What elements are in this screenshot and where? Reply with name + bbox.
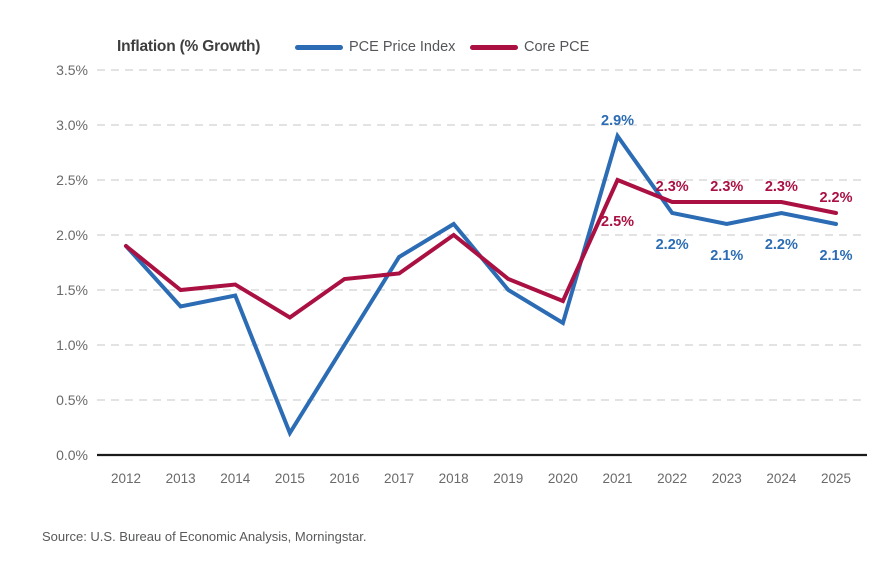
point-label: 2.3% <box>656 179 689 195</box>
x-tick-label: 2022 <box>657 471 687 486</box>
line-chart: 3.5% 3.0% 2.5% 2.0% 1.5% 1.0% 0.5% 0.0% 2012 2013… <box>56 62 867 486</box>
x-tick-label: 2014 <box>220 471 251 486</box>
y-tick-label: 2.0% <box>56 227 88 243</box>
x-tick-label: 2012 <box>111 471 141 486</box>
chart-title: Inflation (% Growth) <box>117 38 261 55</box>
x-tick-label: 2013 <box>166 471 196 486</box>
y-tick-label: 0.5% <box>56 392 88 408</box>
x-tick-label: 2020 <box>548 471 578 486</box>
point-label: 2.2% <box>656 237 689 253</box>
y-tick-label: 1.5% <box>56 282 88 298</box>
chart-header: Inflation (% Growth) PCE Price Index Cor… <box>0 38 887 58</box>
x-tick-label: 2015 <box>275 471 305 486</box>
y-tick-label: 2.5% <box>56 172 88 188</box>
legend-label-pce-price-index: PCE Price Index <box>349 39 456 55</box>
y-tick-label: 0.0% <box>56 447 88 463</box>
point-label: 2.1% <box>819 248 852 264</box>
y-tick-label: 3.5% <box>56 62 88 78</box>
source-note: Source: U.S. Bureau of Economic Analysis… <box>42 529 367 544</box>
x-tick-label: 2024 <box>766 471 797 486</box>
legend-swatch-pce-price-index <box>295 44 343 50</box>
legend-swatch-core-pce <box>470 44 518 50</box>
x-tick-label: 2023 <box>712 471 742 486</box>
x-tick-label: 2017 <box>384 471 414 486</box>
x-tick-label: 2018 <box>439 471 469 486</box>
point-label: 2.3% <box>765 179 798 195</box>
y-tick-label: 1.0% <box>56 337 88 353</box>
series-line-core-pce <box>124 177 838 320</box>
x-tick-label: 2019 <box>493 471 523 486</box>
x-tick-label: 2025 <box>821 471 851 486</box>
legend-item-core-pce: Core PCE <box>470 38 589 56</box>
y-tick-label: 3.0% <box>56 117 88 133</box>
point-label: 2.3% <box>710 179 743 195</box>
point-label: 2.5% <box>601 214 634 230</box>
point-label: 2.2% <box>819 190 852 206</box>
legend-item-pce-price-index: PCE Price Index <box>295 38 455 56</box>
legend-label-core-pce: Core PCE <box>524 39 590 55</box>
point-label: 2.2% <box>765 237 798 253</box>
x-tick-label: 2016 <box>329 471 359 486</box>
x-tick-label: 2021 <box>603 471 633 486</box>
point-label: 2.9% <box>601 113 634 129</box>
point-label: 2.1% <box>710 248 743 264</box>
